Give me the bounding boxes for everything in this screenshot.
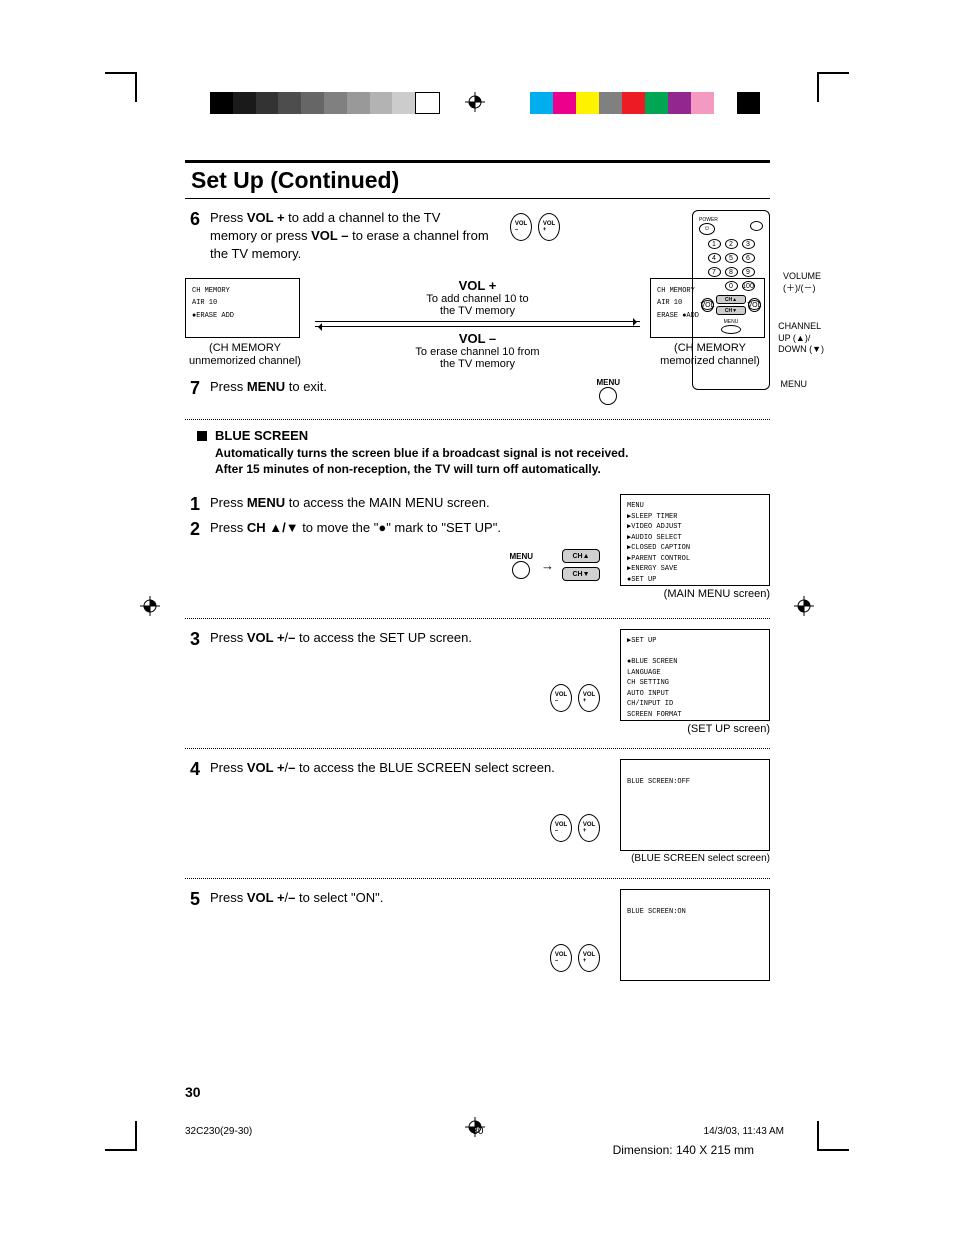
page-title-bar: Set Up (Continued) [185,160,770,199]
registration-target-icon [140,596,160,616]
step-7: 7 Press MENU to exit. MENU [185,378,770,405]
arrow-left-icon [315,326,640,327]
divider [185,878,770,879]
blue-screen-description: Automatically turns the screen blue if a… [215,445,635,479]
step-number: 6 [185,209,200,264]
vol-plus-button-icon: VOL+ [538,213,560,241]
num-row: 456 [708,253,755,263]
step-text: Press MENU to exit. [210,378,586,405]
vol-minus-button-icon: VOL– [550,814,572,842]
power-label: POWER [699,217,718,223]
ch-down-button-icon: CH▼ [562,567,600,581]
crop-mark [105,72,135,74]
crop-mark [819,1149,849,1151]
crop-mark [105,1149,135,1151]
vol-plus-button-icon: VOL+ [578,684,600,712]
divider [185,419,770,420]
step-text: Press VOL + to add a channel to the TV m… [210,209,490,264]
menu-label: MENU [721,319,741,325]
step-number: 7 [185,378,200,405]
footer: 32C230(29-30) 30 14/3/03, 11:43 AM [185,1126,784,1137]
remote-up-label: UP (▲)/ [778,333,824,345]
step-number: 2 [185,519,200,540]
num-row: 0100 [708,281,755,291]
screen-caption: (SET UP screen) [620,723,770,735]
page-content: Set Up (Continued) POWER ⏻ 123 456 789 0… [185,160,770,1120]
ch-up-button-icon: CH▲ [562,549,600,563]
blue-screen-heading: BLUE SCREEN [197,428,770,443]
vol-plus-button-icon: VOL+ [578,944,600,972]
vol-minus-button-icon: VOL– [510,213,532,241]
vol-plus-button-icon: VOL+ [578,814,600,842]
blue-screen-off-box: BLUE SCREEN:OFF [620,759,770,851]
remote-volpm-label: (＋)/(－) [783,283,821,295]
remote-volume-label: VOLUME [783,271,821,283]
num-row: 123 [708,239,755,249]
step-number: 3 [185,629,200,650]
crop-mark [817,72,819,102]
step-number: 5 [185,889,200,910]
ch-down-pill: CH▼ [716,306,746,315]
setup-screen-box: ▶SET UP ●BLUE SCREEN LANGUAGE CH SETTING… [620,629,770,721]
crop-mark [817,1121,819,1151]
square-bullet-icon [197,431,207,441]
remote-down-label: DOWN (▼) [778,344,824,356]
menu-label: MENU [596,378,620,387]
screen-caption: (BLUE SCREEN select screen) [620,853,770,864]
power-button-icon: ⏻ [699,223,715,235]
menu-label: MENU [509,552,533,561]
remote-menu-label: MENU [781,379,808,391]
menu-button-icon [721,325,741,334]
vol-minus-icon: VOL [701,298,714,312]
vol-minus-button-icon: VOL– [550,944,572,972]
footer-doc-id: 32C230(29-30) [185,1126,252,1137]
mem-caption: (CH MEMORY unmemorized channel) [185,342,305,368]
menu-button-icon [599,387,617,405]
vol-minus-button-icon: VOL– [550,684,572,712]
dimension-label: Dimension: 140 X 215 mm [613,1143,754,1157]
color-bar-colors [530,92,760,114]
step-6: 6 Press VOL + to add a channel to the TV… [185,209,770,264]
color-bar-grayscale [210,92,440,114]
blue-screen-on-box: BLUE SCREEN:ON [620,889,770,981]
memory-diagram-row: CH MEMORY AIR 10 ●ERASE ADD (CH MEMORY u… [185,278,770,370]
footer-timestamp: 14/3/03, 11:43 AM [704,1126,784,1137]
input-button-icon [750,221,763,231]
arrow-right-icon [315,321,640,322]
crop-mark [135,72,137,102]
registration-target-icon [465,92,485,112]
remote-diagram: POWER ⏻ 123 456 789 0100 VOL CH▲ CH▼ VOL… [692,210,770,390]
page-number: 30 [185,1084,201,1100]
crop-mark [135,1121,137,1151]
ch-memory-unmemorized-box: CH MEMORY AIR 10 ●ERASE ADD [185,278,300,338]
page-title: Set Up (Continued) [191,167,399,193]
mem-mid-column: VOL + To add channel 10 to the TV memory… [315,278,640,370]
vol-plus-icon: VOL [748,298,761,312]
crop-mark [819,72,849,74]
ch-up-pill: CH▲ [716,295,746,304]
step-number: 1 [185,494,200,515]
remote-channel-label: CHANNEL [778,321,824,333]
divider [185,618,770,619]
menu-button-icon [512,561,530,579]
num-row: 789 [708,267,755,277]
registration-target-icon [794,596,814,616]
footer-page: 30 [472,1126,483,1137]
arrow-right-icon: → [541,558,554,573]
divider [185,748,770,749]
step-number: 4 [185,759,200,780]
screen-caption: (MAIN MENU screen) [620,588,770,600]
main-menu-screen-box: MENU ▶SLEEP TIMER▶VIDEO ADJUST▶AUDIO SEL… [620,494,770,586]
